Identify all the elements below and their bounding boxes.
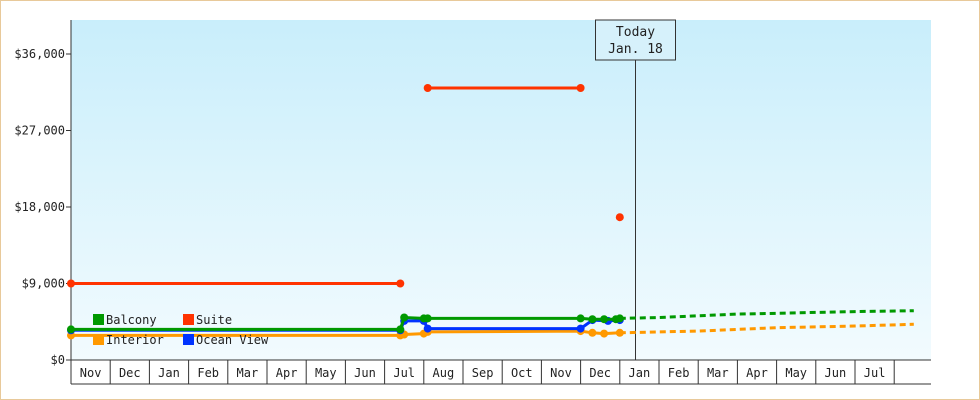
month-label: Feb	[197, 366, 219, 380]
month-label: Nov	[550, 366, 572, 380]
today-label: Today	[616, 25, 655, 40]
month-label: Dec	[589, 366, 611, 380]
balcony-point	[588, 315, 597, 324]
interior-legend-label: Interior	[106, 333, 164, 347]
month-label: Oct	[511, 366, 533, 380]
ocean-view-legend-label: Ocean View	[196, 333, 269, 347]
y-tick-label: $36,000	[14, 47, 65, 61]
month-label: Jan	[158, 366, 180, 380]
y-tick-label: $9,000	[22, 277, 65, 291]
balcony-point	[615, 314, 624, 323]
balcony-point	[67, 325, 75, 334]
suite-legend-swatch	[183, 314, 194, 325]
suite-point	[396, 279, 405, 288]
suite-point	[615, 213, 624, 222]
y-tick-label: $18,000	[14, 200, 65, 214]
month-label: Dec	[119, 366, 141, 380]
balcony-point	[400, 313, 409, 322]
plot-area	[71, 20, 931, 360]
month-label: Jul	[864, 366, 886, 380]
balcony-legend-swatch	[93, 314, 104, 325]
month-label: Aug	[433, 366, 455, 380]
ocean-view-point	[423, 324, 432, 333]
month-label: Mar	[707, 366, 729, 380]
suite-legend-label: Suite	[196, 313, 232, 327]
today-box	[595, 19, 676, 61]
month-label: Feb	[668, 366, 690, 380]
month-label: Nov	[80, 366, 102, 380]
interior-point	[600, 329, 609, 338]
month-label: Jun	[825, 366, 847, 380]
ocean-view-point	[576, 324, 585, 333]
balcony-line	[71, 315, 621, 331]
month-label: Sep	[472, 366, 494, 380]
month-label: Jul	[393, 366, 415, 380]
month-label: May	[785, 366, 807, 380]
y-tick-label: $27,000	[14, 124, 65, 138]
month-label: May	[315, 366, 337, 380]
y-tick-label: $0	[51, 353, 65, 367]
suite-point	[423, 84, 432, 92]
month-label: Mar	[237, 366, 259, 380]
balcony-point	[423, 314, 432, 323]
balcony-point	[576, 314, 585, 323]
interior-forecast-line	[619, 322, 914, 335]
month-label: Apr	[746, 366, 768, 380]
ocean-view-legend-swatch	[183, 334, 194, 345]
balcony-legend-label: Balcony	[106, 313, 157, 327]
month-label: Jun	[354, 366, 376, 380]
balcony-point	[396, 325, 405, 334]
interior-point	[588, 328, 597, 337]
suite-point	[576, 84, 585, 92]
balcony-point	[600, 315, 609, 324]
month-label: Jan	[629, 366, 651, 380]
interior-point	[615, 328, 624, 337]
balcony-forecast-line	[619, 309, 914, 320]
today-date: Jan. 18	[608, 42, 663, 57]
month-label: Apr	[276, 366, 298, 380]
interior-legend-swatch	[93, 334, 104, 345]
suite-point	[67, 279, 75, 288]
